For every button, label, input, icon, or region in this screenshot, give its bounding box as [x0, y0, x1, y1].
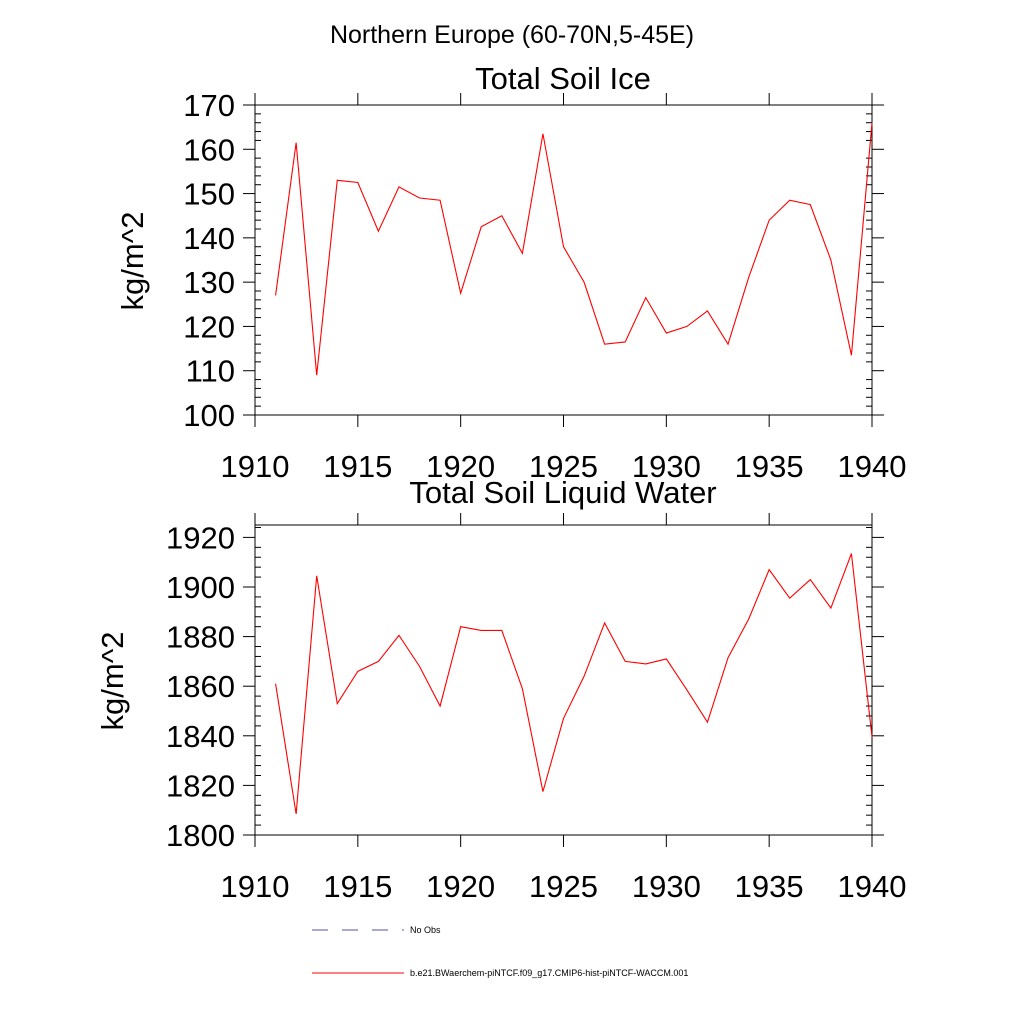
panel-title: Total Soil Liquid Water: [409, 475, 716, 510]
series-line: [275, 122, 873, 376]
axes: 1910 1915 1920 1925 1930 1935 1940 1800 1820 1840…: [166, 513, 906, 904]
legend-entry-no-obs: No Obs: [312, 925, 441, 935]
x-tick-label: 1935: [735, 449, 804, 484]
plot-area: [275, 553, 873, 815]
y-tick-label: 170: [183, 88, 235, 123]
legend-label: No Obs: [410, 925, 441, 935]
panel-title: Total Soil Ice: [475, 61, 651, 96]
legend-entry-model-run: b.e21.BWaerchem-piNTCF.f09_g17.CMIP6-his…: [312, 968, 688, 978]
y-tick-label: 1920: [166, 520, 235, 555]
x-tick-label: 1940: [838, 869, 907, 904]
x-tick-label: 1940: [838, 449, 907, 484]
x-tick-label: 1925: [529, 449, 598, 484]
y-tick-label: 1800: [166, 818, 235, 853]
x-tick-label: 1930: [632, 449, 701, 484]
figure-main-title: Northern Europe (60-70N,5-45E): [330, 21, 694, 49]
legend-label: b.e21.BWaerchem-piNTCF.f09_g17.CMIP6-his…: [410, 968, 688, 978]
panel-soil-liquid-water: Total Soil Liquid Water kg/m^2 1910 1915 1…: [95, 475, 906, 904]
y-tick-label: 160: [183, 132, 235, 167]
y-tick-label: 1860: [166, 669, 235, 704]
y-tick-label: 110: [186, 354, 235, 389]
x-tick-label: 1920: [426, 449, 495, 484]
plot-area: [275, 122, 873, 376]
y-axis-label: kg/m^2: [95, 632, 130, 731]
x-tick-label: 1920: [426, 869, 495, 904]
x-tick-label: 1915: [323, 449, 392, 484]
y-tick-label: 150: [183, 177, 235, 212]
y-tick-label: 140: [183, 221, 235, 256]
y-tick-label: 1840: [166, 719, 235, 754]
x-tick-label: 1915: [323, 869, 392, 904]
x-tick-label: 1935: [735, 869, 804, 904]
panel-soil-ice: Total Soil Ice kg/m^2 1910 1915 1920 1925 19…: [115, 61, 906, 484]
y-tick-label: 120: [183, 309, 235, 344]
series-line: [275, 553, 873, 815]
legend: No Obs b.e21.BWaerchem-piNTCF.f09_g17.CM…: [312, 925, 688, 978]
y-tick-label: 130: [183, 265, 235, 300]
y-tick-label: 1880: [166, 620, 235, 655]
plot-frame: [254, 524, 873, 836]
y-tick-label: 1820: [166, 768, 235, 803]
x-tick-label: 1925: [529, 869, 598, 904]
x-tick-label: 1910: [221, 449, 290, 484]
y-tick-label: 100: [183, 398, 235, 433]
plot-frame: [254, 104, 873, 416]
axes: 1910 1915 1920 1925 1930 1935 1940 100 110 120 130…: [183, 88, 906, 484]
x-tick-label: 1910: [221, 869, 290, 904]
y-tick-label: 1900: [166, 570, 235, 605]
y-axis-label: kg/m^2: [115, 212, 150, 311]
x-tick-label: 1930: [632, 869, 701, 904]
